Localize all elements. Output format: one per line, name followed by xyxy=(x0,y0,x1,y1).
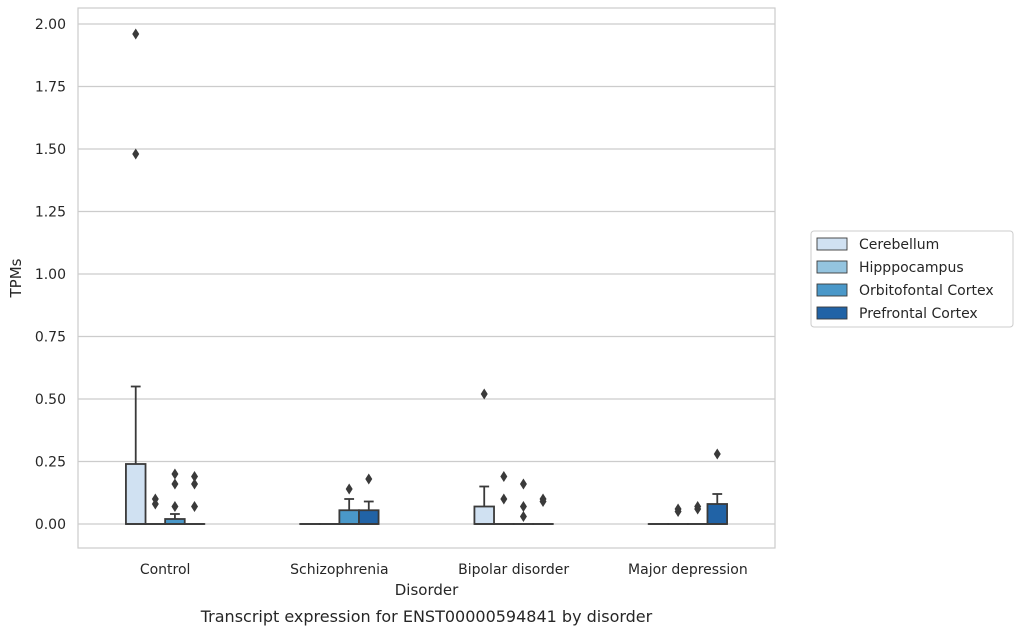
y-axis-ticks: 0.00 0.25 0.50 0.75 1.00 1.25 1.50 1.75 2.00 xyxy=(35,17,66,533)
box-group xyxy=(706,448,728,525)
outlier-point xyxy=(519,501,527,512)
legend-label: Cerebellum xyxy=(859,237,939,253)
x-axis-ticks: Control Schizophrenia Bipolar disorder Majo… xyxy=(140,562,748,578)
legend: Cerebellum Hipppocampus Orbitofontal Corte… xyxy=(810,230,1014,328)
legend-item: Cerebellum xyxy=(816,237,939,253)
plot-frame xyxy=(77,7,776,549)
outlier-point xyxy=(480,388,488,400)
outlier-point xyxy=(674,506,682,517)
y-tick-label: 0.00 xyxy=(35,517,66,533)
legend-item: Hipppocampus xyxy=(816,260,964,276)
x-tick-label: Schizophrenia xyxy=(290,562,388,578)
legend-swatch xyxy=(816,237,848,251)
outlier-point xyxy=(132,148,140,160)
box-group xyxy=(686,501,709,525)
y-tick-label: 1.00 xyxy=(35,267,66,283)
outlier-point xyxy=(500,471,508,482)
outlier-point xyxy=(151,498,159,510)
box-group xyxy=(144,493,167,525)
outlier-point xyxy=(519,511,527,522)
box xyxy=(358,509,380,525)
x-tick-label: Major depression xyxy=(628,562,748,578)
y-tick-label: 2.00 xyxy=(35,17,66,33)
legend-frame xyxy=(810,230,1014,328)
y-tick-label: 0.25 xyxy=(35,455,66,471)
box xyxy=(125,463,147,525)
grid-lines xyxy=(78,23,775,525)
box-group xyxy=(473,388,495,525)
outlier-point xyxy=(191,471,199,482)
x-tick-label: Bipolar disorder xyxy=(458,562,569,578)
y-tick-label: 1.25 xyxy=(35,205,66,221)
outlier-point xyxy=(694,503,702,515)
outlier-point xyxy=(171,468,179,480)
outlier-point xyxy=(519,478,527,490)
outlier-point xyxy=(171,501,179,512)
box xyxy=(338,509,360,525)
box-group xyxy=(532,493,554,525)
box-series xyxy=(125,28,728,525)
y-tick-label: 0.50 xyxy=(35,392,66,408)
legend-label: Orbitofontal Cortex xyxy=(859,283,994,299)
outlier-point xyxy=(171,478,179,490)
box-group xyxy=(667,503,689,525)
y-tick-label: 1.50 xyxy=(35,142,66,158)
box-group xyxy=(338,483,360,525)
outlier-point xyxy=(539,496,547,507)
y-tick-label: 1.75 xyxy=(35,80,66,96)
box xyxy=(706,503,728,525)
box-group xyxy=(164,468,186,525)
y-tick-label: 0.75 xyxy=(35,330,66,346)
outlier-point xyxy=(500,493,508,505)
box-group xyxy=(493,471,515,525)
outlier-point xyxy=(713,448,721,460)
chart-caption: Transcript expression for ENST0000059484… xyxy=(200,607,653,626)
box xyxy=(473,505,495,525)
outlier-point xyxy=(191,478,199,490)
box-group xyxy=(125,28,147,525)
legend-swatch xyxy=(816,306,848,320)
legend-swatch xyxy=(816,260,848,274)
outlier-point xyxy=(345,483,353,495)
box-group xyxy=(512,478,535,525)
y-axis-label: TPMs xyxy=(7,258,25,298)
outlier-point xyxy=(132,28,140,40)
x-tick-label: Control xyxy=(140,562,191,578)
legend-swatch xyxy=(816,283,848,297)
legend-item: Orbitofontal Cortex xyxy=(816,283,994,299)
box-group xyxy=(358,473,380,525)
legend-label: Prefrontal Cortex xyxy=(859,306,978,322)
x-axis-label: Disorder xyxy=(395,581,459,599)
legend-label: Hipppocampus xyxy=(859,260,964,276)
legend-item: Prefrontal Cortex xyxy=(816,306,978,322)
outlier-point xyxy=(191,501,199,512)
box-group xyxy=(183,471,206,525)
outlier-point xyxy=(365,473,373,485)
